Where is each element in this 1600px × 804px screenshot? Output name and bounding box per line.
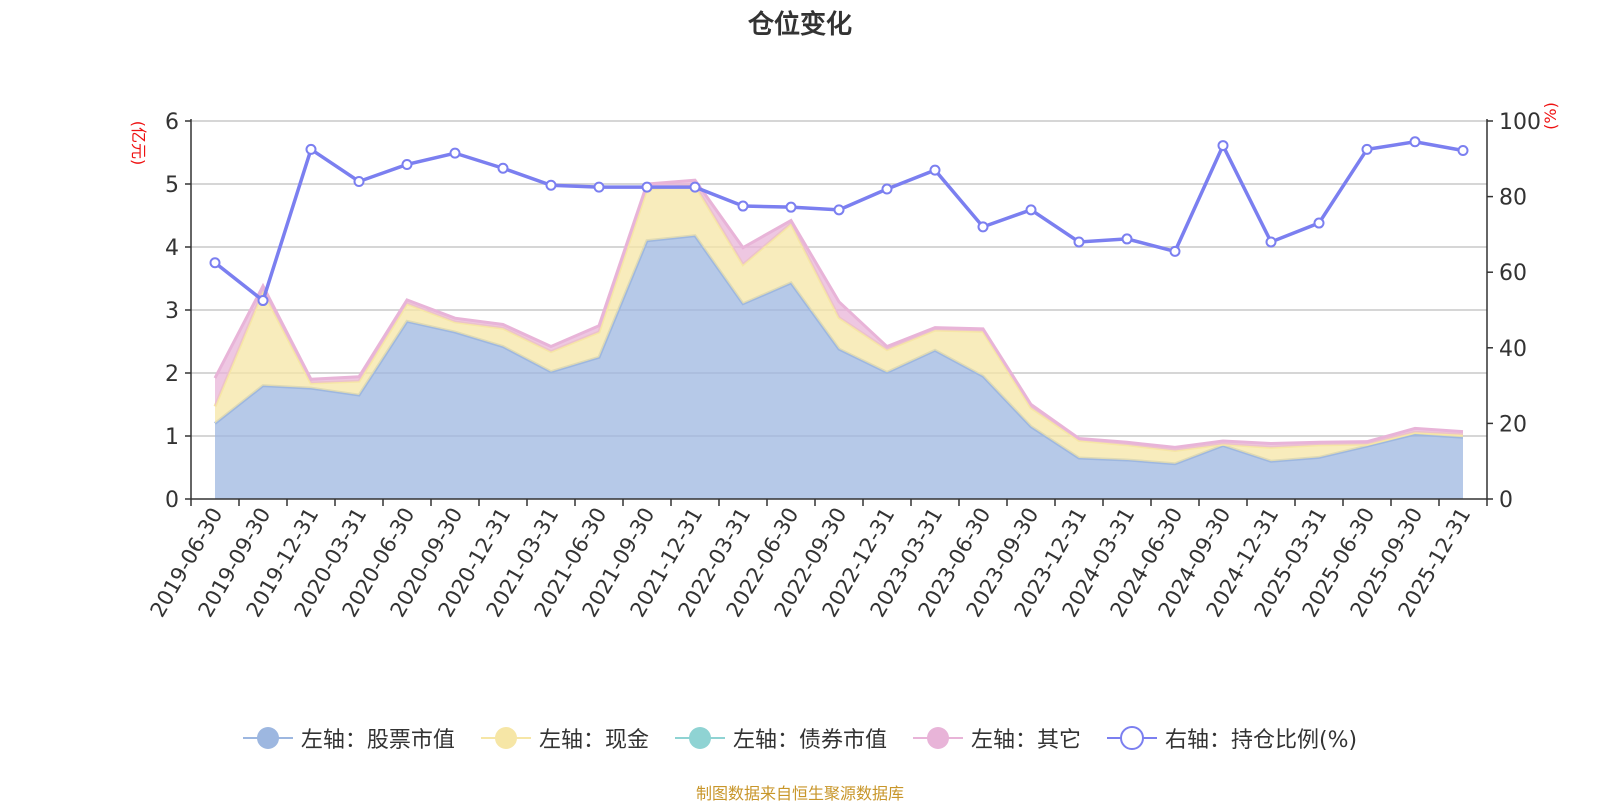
right-axis-tick-label: 60 [1499,261,1527,286]
ratio-point [1169,245,1181,257]
ratio-point [449,147,461,159]
ratio-point [1073,236,1085,248]
ratio-point [497,162,509,174]
ratio-point [1457,144,1469,156]
ratio-point [833,204,845,216]
area-edge-3 [213,178,1464,449]
area-1 [215,185,1463,464]
ratio-point [353,175,365,187]
left-axis-tick-label: 0 [165,488,179,513]
legend-label-cash: 左轴：现金 [538,728,649,753]
ratio-point [785,201,797,213]
legend-ratio-marker-icon [1106,726,1157,750]
legend-label-bond: 左轴：债券市值 [732,728,887,753]
left-axis-label: (亿元) [129,121,148,166]
right-axis-tick-label: 20 [1499,412,1527,437]
left-axis-tick-label: 1 [165,425,179,450]
ratio-point [1265,236,1277,248]
stacked-area-series [213,178,1464,499]
legend: 左轴：股票市值 左轴：现金 左轴：债券市值 左轴：其它 右轴：持仓比例(%) [0,722,1600,754]
legend-label-other: 左轴：其它 [970,728,1081,753]
ratio-point [545,179,557,191]
legend-other-marker-icon [912,727,963,749]
left-axis-tick-label: 3 [165,299,179,324]
ratio-point [1313,217,1325,229]
ratio-point [305,143,317,155]
ratio-point [881,183,893,195]
left-axis-tick-label: 2 [165,362,179,387]
data-source-note: 制图数据来自恒生聚源数据库 [695,784,904,803]
left-axis-tick-label: 5 [165,173,179,198]
right-axis-tick-label: 40 [1499,337,1527,362]
right-axis-tick-label: 100 [1499,110,1541,135]
ratio-point [1361,143,1373,155]
chart-title: 仓位变化 [747,10,852,40]
legend-item-bond[interactable]: 左轴：债券市值 [674,722,887,754]
area-0 [215,235,1463,499]
ratio-point [1025,204,1037,216]
ratio-point [1217,140,1229,152]
ratio-point [689,181,701,193]
right-axis-label: (%) [1541,102,1560,130]
left-axis-tick-label: 6 [165,110,179,135]
ratio-point [1121,233,1133,245]
legend-item-stock[interactable]: 左轴：股票市值 [242,722,455,754]
ratio-point [257,295,269,307]
legend-label-ratio: 右轴：持仓比例(%) [1164,728,1358,753]
left-axis-tick-label: 4 [165,236,179,261]
ratio-point [929,164,941,176]
legend-cash-marker-icon [480,727,531,749]
legend-item-cash[interactable]: 左轴：现金 [480,722,649,754]
holding-ratio-line-series [209,136,1469,307]
ratio-point [737,200,749,212]
ratio-point [977,221,989,233]
right-axis-tick-label: 0 [1499,488,1513,513]
legend-item-other[interactable]: 左轴：其它 [912,722,1081,754]
ratio-point [593,181,605,193]
area-3 [215,180,1463,451]
right-axis-tick-label: 80 [1499,186,1527,211]
legend-item-ratio[interactable]: 右轴：持仓比例(%) [1106,722,1358,754]
ratio-point [209,257,221,269]
legend-label-stock: 左轴：股票市值 [300,728,455,753]
legend-bond-marker-icon [674,727,725,749]
ratio-point [641,181,653,193]
ratio-point [401,158,413,170]
legend-stock-marker-icon [242,727,293,749]
ratio-point [1409,136,1421,148]
